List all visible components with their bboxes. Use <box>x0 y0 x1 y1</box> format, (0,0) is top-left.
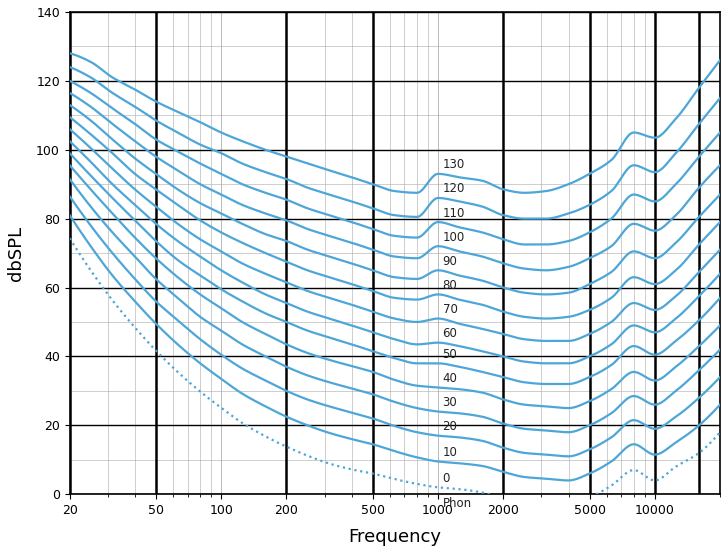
Text: 120: 120 <box>443 182 465 195</box>
Text: 90: 90 <box>443 255 457 268</box>
Text: 110: 110 <box>443 207 465 220</box>
Text: 20: 20 <box>443 420 457 434</box>
Text: Phon: Phon <box>443 497 472 510</box>
Text: 100: 100 <box>443 231 465 244</box>
Y-axis label: dbSPL: dbSPL <box>7 226 25 280</box>
Text: 60: 60 <box>443 327 457 340</box>
Text: 130: 130 <box>443 158 465 171</box>
Text: 10: 10 <box>443 446 457 459</box>
Text: 70: 70 <box>443 303 457 316</box>
Text: 40: 40 <box>443 372 457 385</box>
X-axis label: Frequency: Frequency <box>348 528 441 546</box>
Text: 50: 50 <box>443 348 457 361</box>
Text: 30: 30 <box>443 397 457 409</box>
Text: 80: 80 <box>443 279 457 292</box>
Text: 0: 0 <box>443 472 450 485</box>
